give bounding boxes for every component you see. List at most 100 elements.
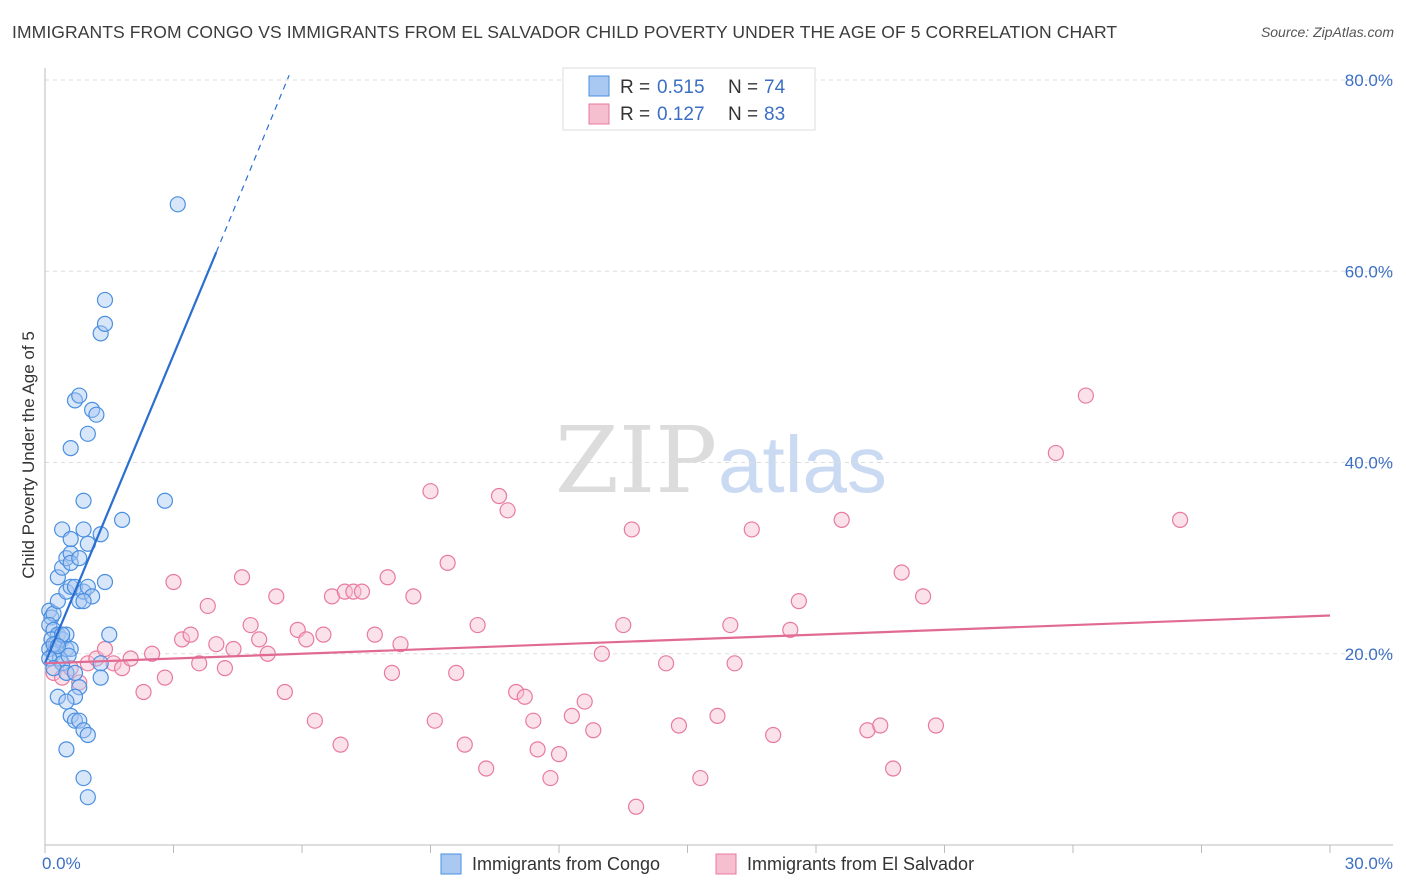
- congo-point: [79, 789, 96, 806]
- salvador-point: [576, 693, 593, 710]
- legend-r-label-congo: R =: [620, 77, 650, 98]
- salvador-trend-line: [44, 614, 1331, 665]
- congo-point: [71, 679, 88, 696]
- salvador-point: [298, 631, 315, 648]
- legend-r-value-salvador: 0.127: [657, 104, 705, 125]
- salvador-point: [225, 640, 242, 658]
- congo-point: [71, 712, 88, 729]
- congo-point: [96, 573, 114, 591]
- salvador-point: [332, 736, 349, 753]
- grid: [45, 79, 1393, 655]
- congo-trend-line: [43, 251, 218, 664]
- congo-point: [92, 655, 109, 672]
- salvador-point: [306, 712, 323, 729]
- legend-swatch-congo: [588, 75, 610, 97]
- salvador-point: [353, 583, 371, 600]
- congo-point: [54, 559, 71, 576]
- salvador-point: [1047, 444, 1064, 462]
- salvador-point: [726, 655, 743, 672]
- salvador-point: [627, 798, 645, 815]
- congo-point: [58, 741, 75, 758]
- salvador-point: [392, 636, 409, 653]
- bottom-legend-label-congo: Immigrants from Congo: [472, 854, 660, 874]
- series-legend: Immigrants from Congo Immigrants from El…: [440, 853, 974, 875]
- congo-point: [66, 688, 84, 705]
- salvador-point: [135, 683, 152, 701]
- salvador-points: [45, 387, 1189, 815]
- congo-point: [75, 521, 92, 538]
- congo-trend-extension: [215, 74, 290, 253]
- salvador-point: [173, 631, 191, 648]
- salvador-point: [268, 588, 285, 605]
- salvador-point: [529, 741, 546, 758]
- congo-point: [92, 669, 109, 686]
- congo-point: [62, 554, 79, 572]
- salvador-point: [490, 487, 508, 505]
- congo-point: [58, 693, 75, 710]
- congo-point: [79, 425, 96, 442]
- salvador-point: [276, 683, 293, 701]
- source-label: Source: ZipAtlas.com: [1260, 24, 1394, 40]
- salvador-point: [525, 712, 542, 729]
- salvador-point: [692, 769, 709, 787]
- congo-point: [96, 291, 114, 309]
- salvador-point: [336, 583, 353, 600]
- congo-point: [92, 325, 109, 342]
- salvador-point: [927, 717, 945, 734]
- salvador-point: [722, 616, 739, 634]
- salvador-point: [1077, 387, 1094, 404]
- salvador-point: [366, 626, 383, 643]
- congo-point: [62, 440, 79, 457]
- salvador-point: [251, 631, 268, 648]
- salvador-point: [782, 621, 799, 638]
- congo-point: [75, 593, 92, 610]
- salvador-point: [550, 746, 568, 763]
- x-tick-label-min: 0.0%: [42, 854, 81, 873]
- bottom-legend-label-salvador: Immigrants from El Salvador: [747, 854, 974, 874]
- salvador-point: [623, 521, 640, 538]
- congo-point: [71, 550, 88, 567]
- salvador-point: [657, 655, 675, 672]
- salvador-point: [593, 645, 610, 662]
- salvador-point: [508, 683, 525, 701]
- salvador-point: [499, 502, 516, 519]
- congo-point: [156, 492, 174, 509]
- legend-n-value-congo: 74: [764, 77, 786, 98]
- congo-point: [66, 664, 84, 681]
- salvador-point: [191, 655, 208, 672]
- legend-n-label-congo: N =: [728, 77, 758, 98]
- watermark-atlas: atlas: [718, 420, 887, 509]
- bottom-legend-swatch-salvador: [715, 853, 737, 875]
- salvador-point: [765, 726, 782, 744]
- salvador-point: [79, 655, 96, 672]
- salvador-point: [670, 717, 688, 734]
- legend-r-value-congo: 0.515: [657, 77, 705, 98]
- salvador-point: [156, 669, 174, 686]
- salvador-point: [143, 645, 161, 662]
- salvador-point: [122, 650, 139, 667]
- y-axis-title: Child Poverty Under the Age of 5: [19, 331, 38, 579]
- trend-lines: [43, 74, 1331, 665]
- salvador-point: [426, 712, 443, 729]
- salvador-point: [439, 554, 456, 572]
- legend-n-label-salvador: N =: [728, 104, 758, 125]
- congo-point: [84, 588, 101, 605]
- congo-point: [71, 387, 88, 404]
- salvador-point: [884, 760, 902, 777]
- congo-point: [49, 569, 66, 586]
- salvador-point: [563, 707, 580, 725]
- y-tick-label-60: 60.0%: [1345, 262, 1393, 281]
- salvador-point: [96, 640, 114, 658]
- salvador-point: [216, 659, 233, 677]
- congo-point: [58, 664, 75, 681]
- chart-title: IMMIGRANTS FROM CONGO VS IMMIGRANTS FROM…: [12, 22, 1118, 42]
- y-tick-labels: 20.0% 40.0% 60.0% 80.0%: [1345, 71, 1393, 664]
- salvador-point: [872, 717, 889, 734]
- congo-point: [62, 530, 79, 548]
- congo-point: [88, 406, 105, 423]
- salvador-point: [833, 511, 850, 528]
- congo-point: [113, 511, 131, 528]
- congo-point: [169, 196, 186, 213]
- salvador-point: [585, 722, 602, 739]
